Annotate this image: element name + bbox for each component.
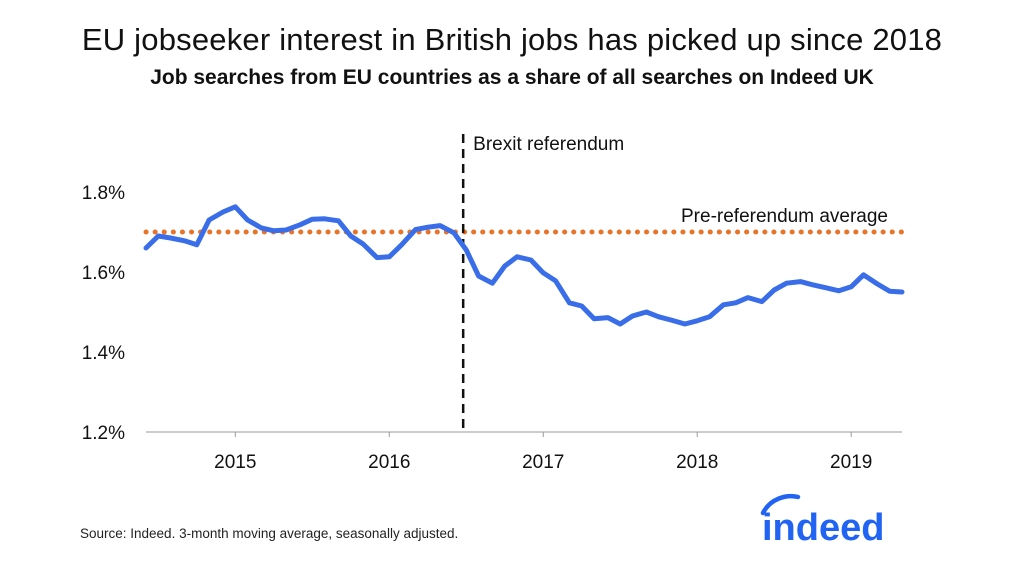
data-point: [310, 217, 315, 222]
logo-wordmark: indeed: [762, 507, 884, 549]
data-point: [861, 272, 866, 277]
data-point: [271, 228, 276, 233]
data-point: [490, 281, 495, 286]
data-point: [502, 264, 507, 269]
pre-referendum-average-label: Pre-referendum average: [681, 206, 888, 227]
data-point: [567, 300, 572, 305]
data-point: [900, 290, 905, 295]
data-point: [798, 279, 803, 284]
data-point: [361, 242, 366, 247]
y-tick-label: 1.8%: [82, 183, 125, 204]
data-point: [156, 234, 161, 239]
data-point: [644, 310, 649, 315]
data-point: [784, 281, 789, 286]
y-tick-label: 1.4%: [82, 343, 125, 364]
data-point: [849, 284, 854, 289]
data-point: [746, 295, 751, 300]
data-point: [669, 318, 674, 323]
data-point: [579, 304, 584, 309]
data-point: [297, 222, 302, 227]
data-point: [618, 322, 623, 327]
data-point: [168, 236, 173, 241]
chart-title: EU jobseeker interest in British jobs ha…: [81, 22, 943, 57]
data-point: [207, 218, 212, 223]
data-point: [695, 318, 700, 323]
x-tick-label: 2017: [522, 452, 564, 473]
data-point: [194, 242, 199, 247]
data-point: [348, 234, 353, 239]
data-point: [284, 228, 289, 233]
data-point: [592, 316, 597, 321]
y-tick-label: 1.6%: [82, 263, 125, 284]
data-point: [374, 255, 379, 260]
data-point: [759, 299, 764, 304]
data-point: [733, 300, 738, 305]
data-point: [399, 242, 404, 247]
data-point: [476, 274, 481, 279]
data-point: [220, 210, 225, 215]
x-tick-label: 2019: [830, 452, 872, 473]
data-point: [425, 225, 430, 230]
data-point: [464, 248, 469, 253]
data-point: [322, 216, 327, 221]
eu-search-share-line: [143, 204, 905, 327]
data-point: [553, 278, 558, 283]
data-point: [823, 285, 828, 290]
data-point: [336, 218, 341, 223]
data-point: [836, 288, 841, 293]
data-point: [721, 302, 726, 307]
data-point: [233, 204, 238, 209]
data-point: [656, 314, 661, 319]
data-point: [451, 230, 456, 235]
data-point: [707, 314, 712, 319]
data-point: [528, 258, 533, 263]
data-point: [541, 270, 546, 275]
data-point: [182, 238, 187, 243]
data-point: [438, 223, 443, 228]
data-point: [887, 289, 892, 294]
source-note: Source: Indeed. 3-month moving average, …: [80, 526, 459, 541]
data-point: [630, 314, 635, 319]
brexit-referendum-label: Brexit referendum: [473, 134, 624, 155]
data-point: [810, 282, 815, 287]
data-point: [682, 322, 687, 327]
logo-arc-icon: [760, 494, 801, 516]
data-point: [387, 254, 392, 259]
data-point: [772, 288, 777, 293]
data-point: [259, 226, 264, 231]
data-point: [515, 254, 520, 259]
x-tick-label: 2018: [676, 452, 718, 473]
chart-subtitle: Job searches from EU countries as a shar…: [150, 66, 874, 89]
data-point: [605, 315, 610, 320]
data-point: [875, 282, 880, 287]
x-tick-label: 2016: [368, 452, 410, 473]
data-point: [245, 218, 250, 223]
x-tick-label: 2015: [214, 452, 256, 473]
y-tick-label: 1.2%: [82, 423, 125, 444]
indeed-logo: indeed: [760, 494, 884, 549]
data-point: [413, 227, 418, 232]
data-point: [144, 246, 149, 251]
